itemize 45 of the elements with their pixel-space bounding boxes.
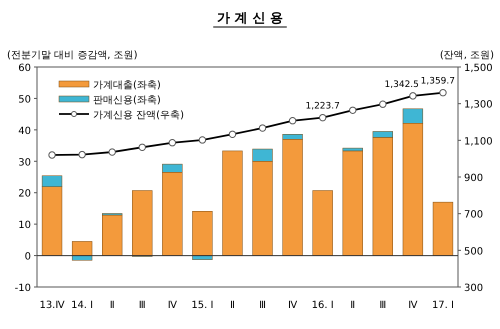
bar xyxy=(102,214,122,256)
y-tick-label: 50 xyxy=(18,94,31,106)
legend-label: 가계신용 잔액(우축) xyxy=(93,110,184,121)
x-tick-label: Ⅱ xyxy=(110,300,115,311)
y2-tick-label: 500 xyxy=(464,246,484,258)
chart-title: 가 계 신 용 xyxy=(217,11,283,26)
bar xyxy=(222,150,243,256)
y2-tick-label: 1,500 xyxy=(464,63,493,74)
y2-axis-title: (잔액, 조원) xyxy=(440,50,494,61)
x-tick-label: 15. Ⅰ xyxy=(191,300,214,311)
data-label: 1,342.5 xyxy=(384,80,419,90)
x-tick-label: 13.Ⅳ xyxy=(39,300,66,311)
bar xyxy=(312,190,333,256)
bar xyxy=(132,190,152,256)
y-tick-label: 0 xyxy=(24,252,31,263)
y-tick-label: 60 xyxy=(18,63,31,74)
x-tick-label: 17. Ⅰ xyxy=(432,300,454,311)
y-axis-title: (전분기말 대비 증감액, 조원) xyxy=(7,50,138,61)
x-tick-label: Ⅲ xyxy=(259,300,266,311)
y2-tick-label: 900 xyxy=(464,173,484,184)
bar xyxy=(192,211,213,256)
bar xyxy=(342,150,363,256)
data-label: 1,223.7 xyxy=(306,102,340,112)
x-tick-label: Ⅱ xyxy=(350,300,356,311)
y-tick-label: -10 xyxy=(14,283,31,294)
bar xyxy=(432,202,454,256)
y2-tick-label: 700 xyxy=(464,210,484,221)
x-tick-label: Ⅳ xyxy=(168,300,178,311)
x-tick-label: Ⅳ xyxy=(288,300,298,311)
data-label: 1,359.7 xyxy=(420,76,455,87)
y-tick-label: 20 xyxy=(18,188,31,200)
y-tick-label: 40 xyxy=(18,126,31,137)
y2-tick-label: 300 xyxy=(464,283,484,294)
x-tick-label: Ⅲ xyxy=(379,300,386,311)
x-tick-label: 16. Ⅰ xyxy=(312,300,334,311)
y-tick-label: 10 xyxy=(18,220,31,232)
legend-label: 가계대출(좌축) xyxy=(93,80,161,91)
x-tick-label: 14. Ⅰ xyxy=(71,300,94,311)
y-tick-label: 30 xyxy=(18,157,31,168)
x-tick-label: Ⅳ xyxy=(408,300,418,311)
x-tick-label: Ⅲ xyxy=(138,300,146,311)
y2-tick-label: 1,300 xyxy=(464,100,493,111)
x-tick-label: Ⅱ xyxy=(230,300,235,311)
legend-label: 판매신용(좌축) xyxy=(93,95,161,106)
y2-tick-label: 1,100 xyxy=(464,136,493,148)
